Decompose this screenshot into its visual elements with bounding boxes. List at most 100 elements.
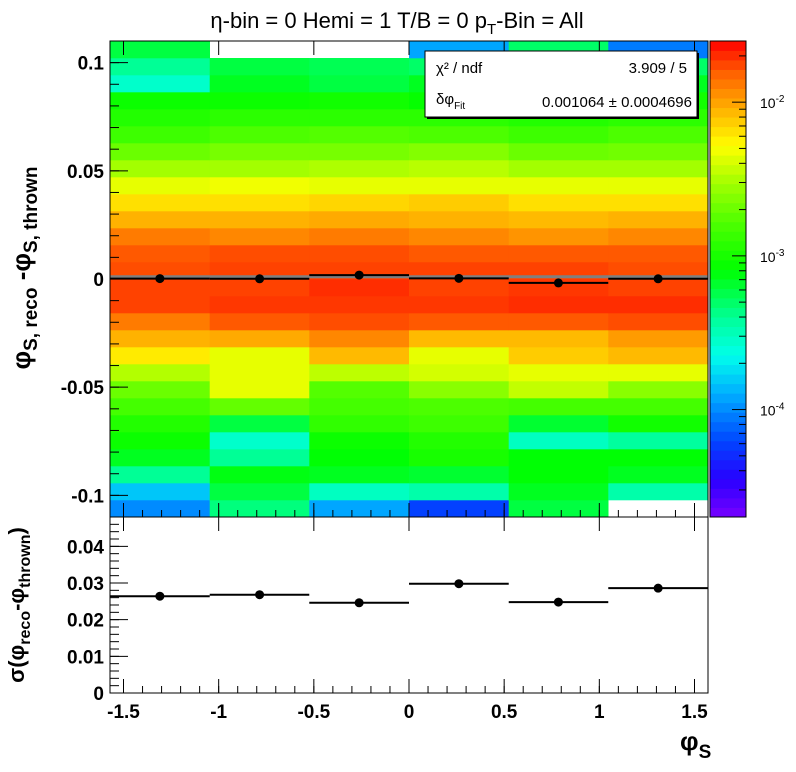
- color-scale-band: [710, 421, 746, 432]
- color-scale-band: [710, 164, 746, 175]
- heatmap-cell: [508, 381, 609, 399]
- heatmap-cell: [409, 262, 509, 280]
- heatmap-cell: [309, 279, 410, 297]
- color-scale-band: [710, 212, 746, 223]
- heatmap-cell: [110, 449, 210, 467]
- chart-title: η-bin = 0 Hemi = 1 T/B = 0 pT-Bin = All: [210, 8, 583, 38]
- color-scale-tick-label: 10-3: [760, 248, 785, 265]
- fit-chi2-value: 3.909 / 5: [629, 60, 687, 77]
- fit-chi2-label: χ² / ndf: [436, 60, 483, 77]
- heatmap-cell: [110, 466, 210, 484]
- color-scale-bar: [710, 41, 746, 518]
- profile-point: [155, 274, 165, 284]
- color-scale-band: [710, 298, 746, 308]
- heatmap-y-tick-label: 0.05: [67, 162, 104, 183]
- heatmap-cell: [608, 143, 709, 161]
- x-tick-label: -0.5: [297, 702, 330, 723]
- heatmap-cell: [608, 347, 709, 365]
- chart-title-subscript: T: [487, 21, 496, 38]
- color-scale-band: [710, 345, 746, 356]
- heatmap-cell: [209, 126, 310, 144]
- heatmap-cell: [110, 143, 210, 161]
- heatmap-cell: [508, 364, 609, 382]
- color-scale-band: [710, 459, 746, 470]
- color-scale-band: [710, 317, 746, 327]
- heatmap-cell: [110, 58, 210, 76]
- heatmap-cell: [110, 245, 210, 263]
- heatmap-cell: [209, 228, 310, 246]
- color-scale-band: [710, 393, 746, 404]
- heatmap-cell: [608, 432, 709, 450]
- color-scale-band: [710, 355, 746, 366]
- color-scale-band: [710, 240, 746, 251]
- resolution-point: [155, 591, 165, 601]
- heatmap-cell: [409, 364, 509, 382]
- color-scale-band: [710, 488, 746, 499]
- color-scale-band: [710, 250, 746, 261]
- heatmap-cell: [309, 330, 410, 348]
- heatmap-cell: [508, 177, 609, 195]
- color-scale-band: [710, 174, 746, 185]
- profile-point: [454, 273, 464, 283]
- resolution-frame: [109, 516, 709, 694]
- fit-stats-box: χ² / ndf 3.909 / 5 δφFit 0.001064 ± 0.00…: [424, 50, 699, 119]
- color-scale-band: [710, 107, 746, 118]
- heatmap-cell: [508, 415, 609, 433]
- heatmap-cell: [608, 228, 709, 246]
- heatmap-cell: [409, 160, 509, 178]
- heatmap-cell: [110, 279, 210, 297]
- heatmap-cell: [110, 160, 210, 178]
- color-scale-band: [710, 469, 746, 480]
- color-scale-band: [710, 60, 746, 70]
- profile-point: [553, 278, 563, 288]
- heatmap-cell: [209, 415, 310, 433]
- color-scale-band: [710, 374, 746, 385]
- heatmap-cell: [110, 262, 210, 280]
- heatmap-cell: [209, 483, 310, 501]
- heatmap-cell: [409, 296, 509, 314]
- heatmap-cell: [409, 245, 509, 263]
- heatmap-y-tick-label: 0: [93, 270, 104, 291]
- heatmap-cell: [110, 483, 210, 501]
- color-scale-band: [710, 412, 746, 423]
- heatmap-cell: [608, 415, 709, 433]
- heatmap-cell: [608, 160, 709, 178]
- heatmap-cell: [209, 466, 310, 484]
- heatmap-cell: [608, 364, 709, 382]
- heatmap-cell: [209, 75, 310, 93]
- color-scale-band: [710, 307, 746, 318]
- heatmap-cell: [110, 313, 210, 331]
- heatmap-cell: [309, 143, 410, 161]
- heatmap-cell: [309, 160, 410, 178]
- resolution-point: [454, 579, 464, 589]
- heatmap-cell: [309, 449, 410, 467]
- color-scale-band: [710, 50, 746, 61]
- heatmap-cell: [209, 449, 310, 467]
- color-scale-band: [710, 98, 746, 109]
- heatmap-cell: [608, 211, 709, 229]
- profile-point: [255, 274, 265, 284]
- color-scale-tick-label: 10-2: [760, 94, 785, 111]
- heatmap-cell: [508, 330, 609, 348]
- heatmap-cell: [110, 92, 210, 110]
- color-scale-band: [710, 431, 746, 442]
- heatmap-cell: [508, 466, 609, 484]
- heatmap-cell: [309, 92, 410, 110]
- heatmap-cell: [508, 483, 609, 501]
- heatmap-cell: [309, 245, 410, 263]
- resolution-y-axis-label: σ(φreco-φthrown): [4, 527, 34, 683]
- heatmap-cell: [110, 398, 210, 416]
- heatmap-cell: [110, 177, 210, 195]
- color-scale-band: [710, 136, 746, 147]
- heatmap-cell: [608, 381, 709, 399]
- fit-param-subscript: Fit: [454, 101, 465, 112]
- fit-stats-shadow: [427, 117, 699, 119]
- resolution-point: [255, 590, 265, 600]
- color-scale-band: [710, 497, 746, 508]
- heatmap-cell: [209, 92, 310, 110]
- heatmap-cell: [608, 296, 709, 314]
- fit-param-value: 0.001064 ± 0.0004696: [542, 94, 692, 111]
- heatmap-cell: [608, 126, 709, 144]
- heatmap-cell: [209, 245, 310, 263]
- heatmap-cell: [508, 347, 609, 365]
